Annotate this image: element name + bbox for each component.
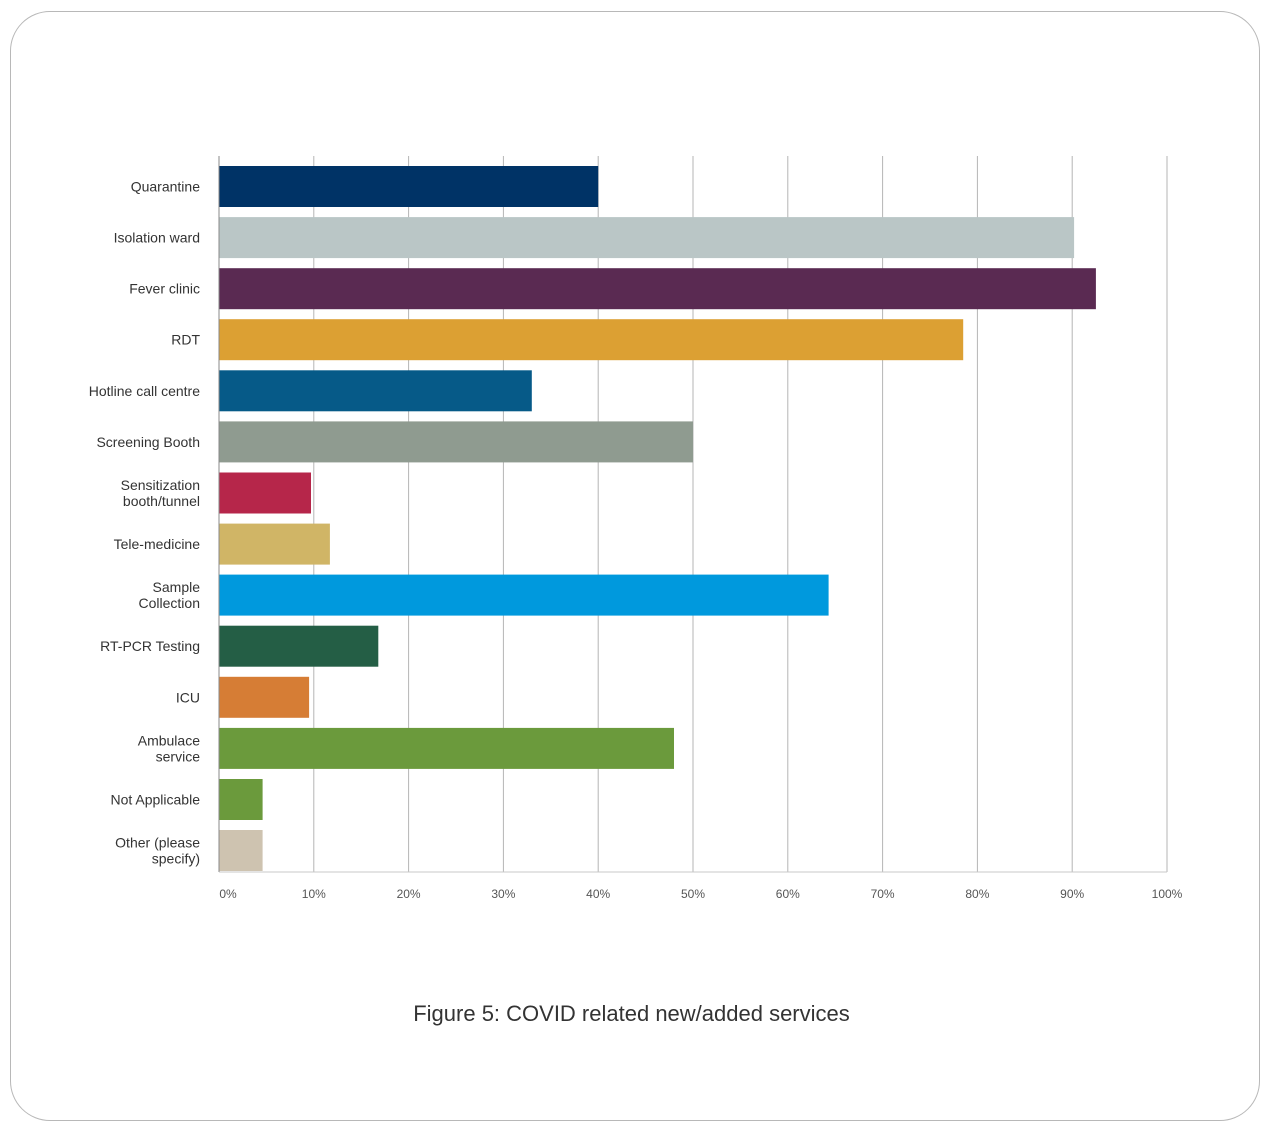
bar	[219, 472, 311, 514]
category-label: RDT	[171, 332, 200, 348]
bar	[219, 166, 599, 207]
category-label: Quarantine	[131, 179, 200, 195]
x-tick-label: 60%	[776, 887, 800, 901]
category-label: Sample Collection	[139, 579, 201, 611]
bar	[219, 370, 532, 412]
x-tick-label: 10%	[302, 887, 326, 901]
bar	[219, 421, 693, 463]
x-tick-label: 0%	[219, 887, 237, 901]
category-label: RT-PCR Testing	[100, 638, 200, 654]
bar	[219, 217, 1075, 259]
x-tick-label: 70%	[871, 887, 895, 901]
bar	[219, 676, 310, 718]
bar	[219, 727, 674, 769]
bar	[219, 268, 1096, 310]
category-label: Sensitization booth/tunnel	[121, 477, 200, 509]
x-tick-label: 20%	[397, 887, 421, 901]
bar	[219, 574, 829, 616]
figure-caption: Figure 5: COVID related new/added servic…	[413, 1001, 850, 1026]
bar	[219, 625, 379, 667]
category-label: Screening Booth	[96, 434, 200, 450]
bar	[219, 319, 964, 361]
x-tick-label: 90%	[1060, 887, 1084, 901]
category-label: Fever clinic	[129, 281, 200, 297]
bar	[219, 779, 263, 820]
category-label: Other (please specify)	[115, 835, 200, 867]
x-tick-label: 40%	[586, 887, 610, 901]
bars	[219, 166, 1096, 871]
figure-frame	[10, 11, 1260, 1121]
category-label: Ambulace service	[138, 732, 200, 764]
category-label: ICU	[176, 689, 200, 705]
category-label: Tele-medicine	[114, 536, 201, 552]
category-label: Hotline call centre	[89, 383, 200, 399]
category-label: Not Applicable	[110, 792, 200, 808]
x-tick-label: 30%	[491, 887, 515, 901]
x-tick-labels: 0% 10% 20% 30% 40% 50% 60% 70% 80% 90% 100%	[219, 887, 1182, 901]
category-labels: Quarantine Isolation ward Fever clinic RDT H…	[89, 179, 201, 867]
x-tick-label: 50%	[681, 887, 705, 901]
x-tick-label: 80%	[965, 887, 989, 901]
bar	[219, 523, 330, 565]
bar	[219, 830, 263, 871]
x-tick-label: 100%	[1152, 887, 1183, 901]
category-label: Isolation ward	[114, 230, 200, 246]
